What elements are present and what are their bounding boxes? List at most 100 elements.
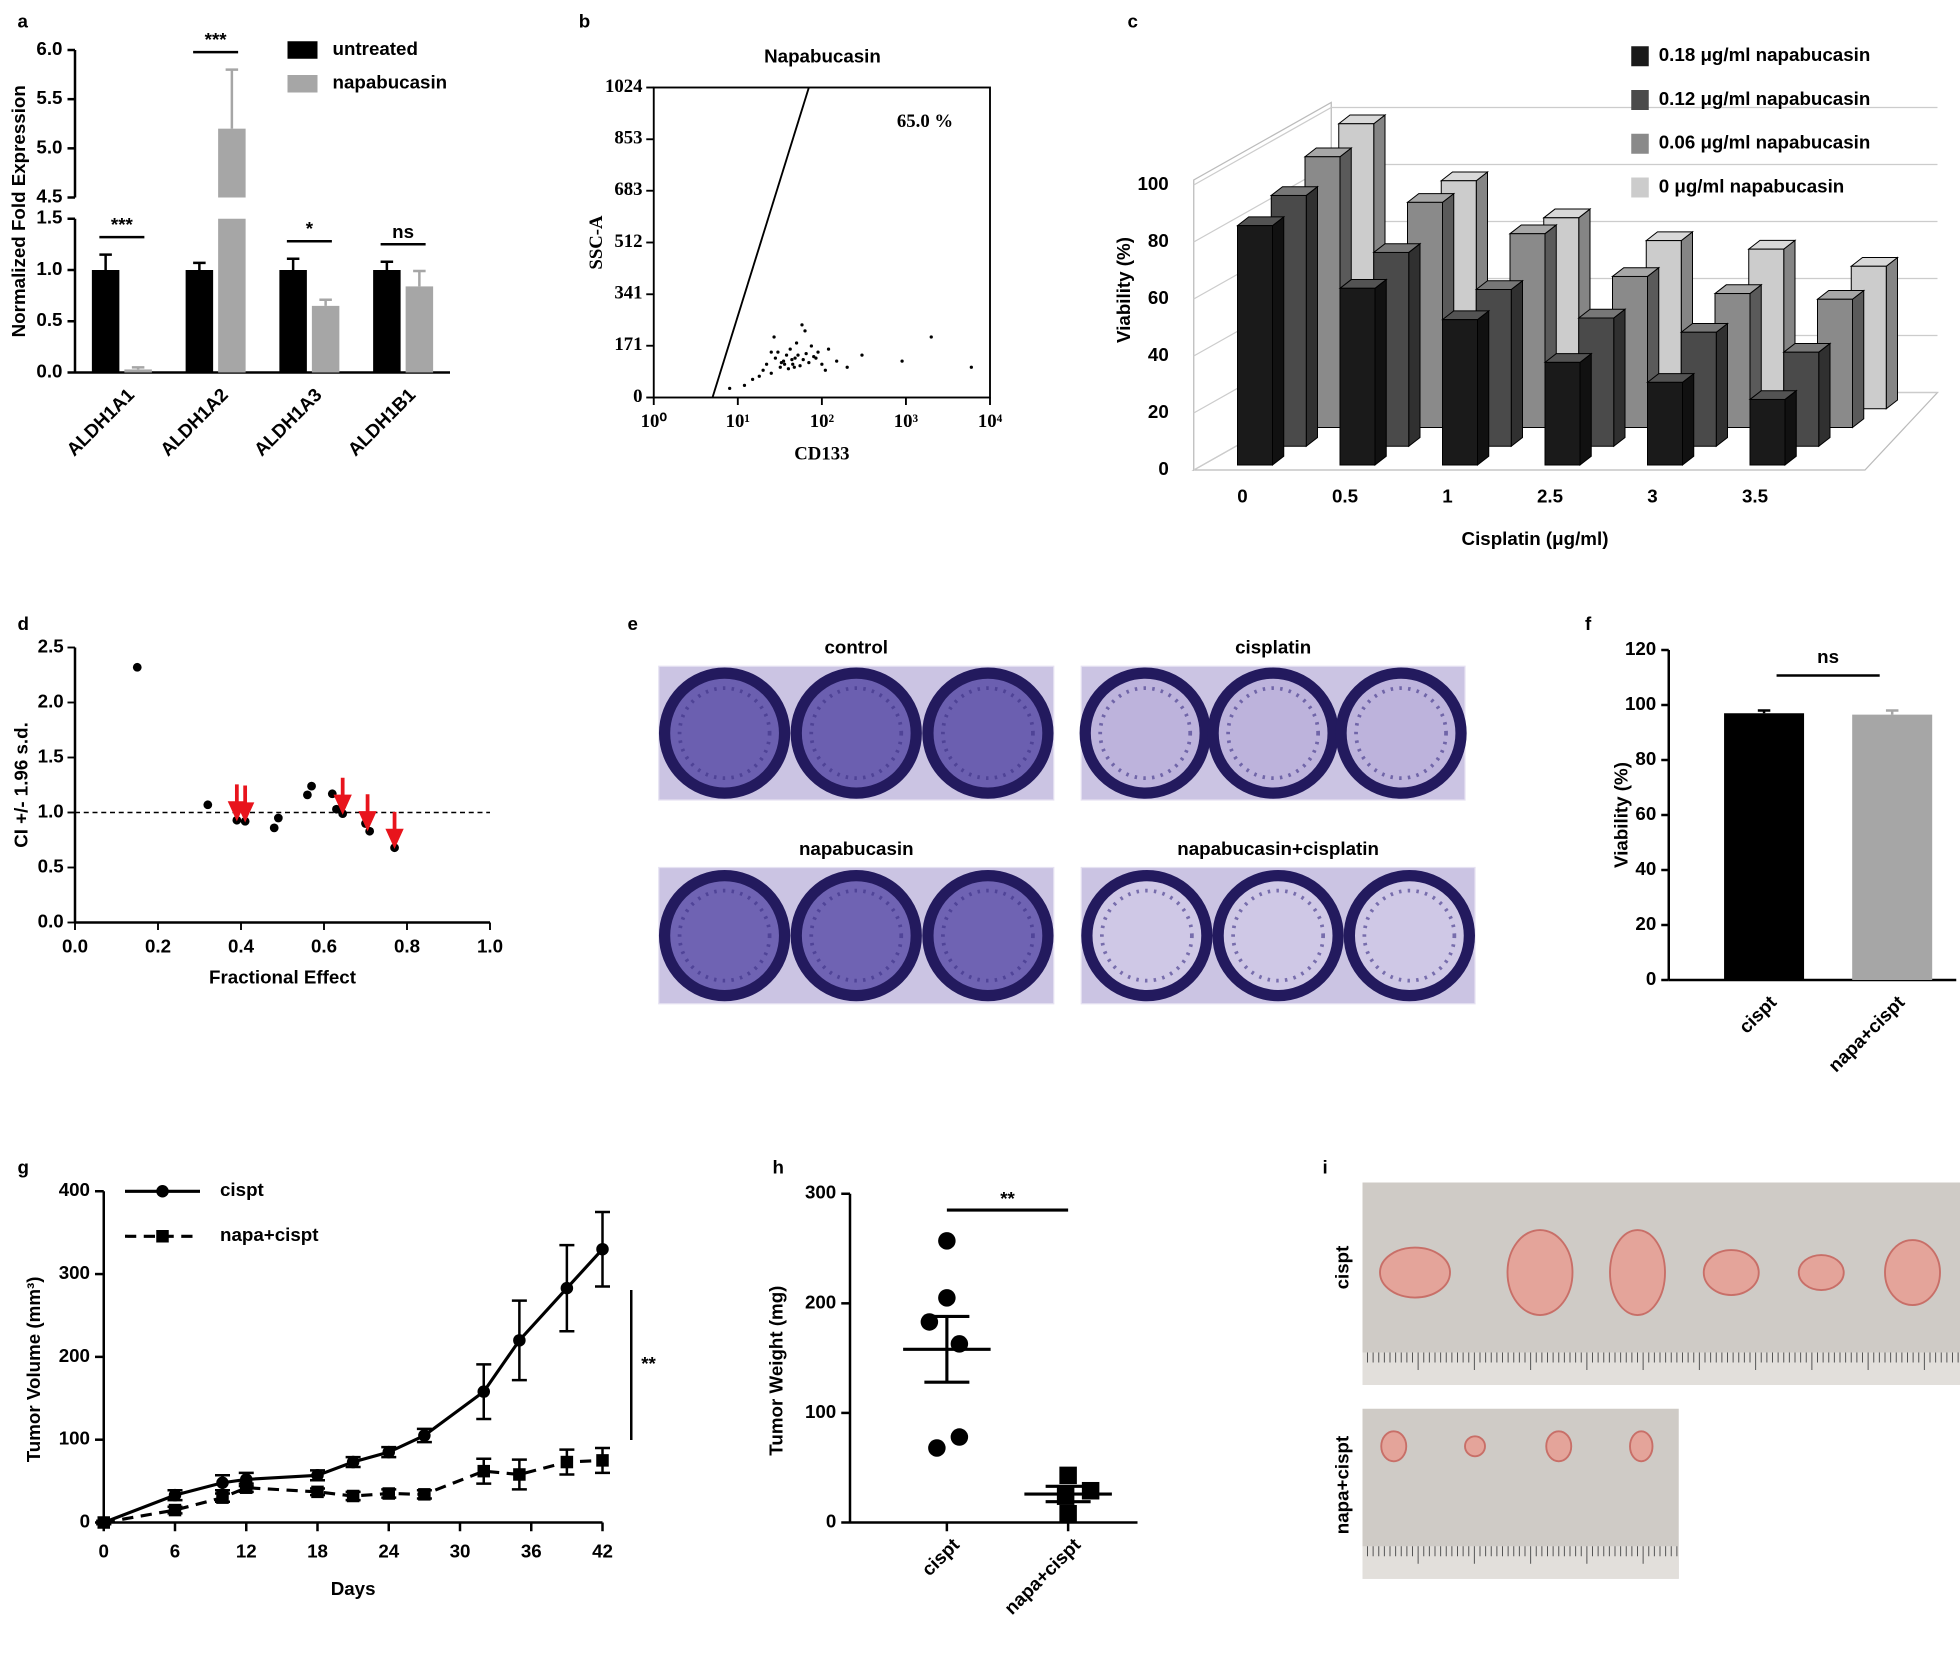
- bar: [1339, 287, 1376, 466]
- bar: [279, 270, 307, 373]
- legend-label: cispt: [220, 1179, 265, 1200]
- point: [240, 1481, 253, 1494]
- x-axis-label: Fractional Effect: [209, 967, 357, 988]
- y-tick-label: 0.5: [38, 855, 64, 876]
- legend-label: 0.12 μg/ml napabucasin: [1659, 88, 1871, 109]
- bar-side: [1885, 256, 1898, 410]
- legend-label: untreated: [333, 38, 418, 59]
- bar: [1852, 714, 1933, 980]
- y-tick-label: 0.0: [36, 360, 62, 381]
- y-tick-label: 20: [1635, 913, 1656, 934]
- panel-letter: i: [1323, 1157, 1328, 1178]
- y-axis-label: Tumor Volume (mm³): [23, 1276, 44, 1462]
- point: [792, 365, 796, 369]
- point: [772, 335, 776, 339]
- error-bar: [319, 298, 332, 306]
- well-texture: [1099, 888, 1194, 983]
- point: [303, 790, 312, 800]
- well-texture: [1362, 888, 1457, 983]
- bar: [218, 128, 246, 198]
- point: [778, 365, 782, 369]
- series-line: [103, 1248, 604, 1524]
- panel-letter: e: [628, 613, 638, 634]
- x-tick-label: 10³: [894, 411, 919, 432]
- plate-label: control: [824, 637, 888, 658]
- x-tick-label: 1.0: [477, 935, 503, 956]
- bar-side: [1271, 215, 1285, 467]
- bar-side: [1784, 389, 1797, 467]
- point: [938, 1289, 956, 1307]
- y-tick-label: 60: [1635, 803, 1656, 824]
- well: [1207, 667, 1339, 799]
- tumor: [1380, 1430, 1408, 1463]
- point: [757, 374, 761, 378]
- y-tick-label: 100: [805, 1401, 836, 1422]
- point: [801, 358, 805, 362]
- bar: [185, 270, 214, 373]
- y-tick-label: 400: [59, 1179, 90, 1200]
- point: [216, 1491, 229, 1504]
- point: [273, 813, 283, 823]
- annotation: 65.0 %: [897, 111, 953, 132]
- point: [311, 1485, 324, 1499]
- bar-side: [1374, 278, 1387, 467]
- sem-bar: [1045, 1484, 1091, 1504]
- point: [382, 1487, 395, 1500]
- x-tick-label: 12: [236, 1540, 257, 1561]
- x-tick-label: napa+cispt: [1000, 1533, 1085, 1618]
- bar: [91, 270, 120, 373]
- well: [1079, 667, 1211, 799]
- bar-side: [1681, 372, 1695, 467]
- bar-side: [1579, 352, 1592, 467]
- x-tick-label: 0.2: [145, 935, 171, 956]
- bar-side: [1613, 308, 1626, 448]
- point: [418, 1488, 431, 1501]
- point: [513, 1468, 526, 1481]
- tumor: [1797, 1254, 1845, 1291]
- error-bar: [413, 269, 426, 287]
- well-texture: [1354, 686, 1448, 780]
- point: [1059, 1466, 1077, 1485]
- point: [969, 365, 973, 369]
- grid-line: [1193, 106, 1938, 186]
- y-axis-label: Viability (%): [1113, 237, 1134, 343]
- y-tick-label: 683: [614, 179, 642, 200]
- y-axis-label: Viability (%): [1610, 762, 1631, 868]
- y-tick-label: 60: [1148, 287, 1169, 308]
- y-tick-label: 80: [1635, 748, 1656, 769]
- highlight-arrow: [358, 794, 377, 832]
- x-tick-label: ALDH1A3: [250, 384, 326, 460]
- point: [800, 323, 804, 327]
- point: [168, 1488, 182, 1502]
- bar: [1646, 381, 1683, 466]
- y-tick-label: 0: [1158, 458, 1168, 479]
- point: [816, 350, 820, 354]
- point: [596, 1242, 609, 1256]
- well-texture: [941, 686, 1035, 780]
- well-texture: [1226, 686, 1320, 780]
- well: [1343, 869, 1475, 1002]
- x-tick-label: 0.6: [311, 935, 337, 956]
- bar-side: [1476, 309, 1490, 467]
- point: [97, 1516, 111, 1529]
- point: [860, 353, 864, 357]
- point: [311, 1469, 324, 1482]
- x-axis-label: Cisplatin (μg/ml): [1462, 528, 1609, 549]
- point: [814, 356, 818, 360]
- y-tick-label: 341: [614, 283, 642, 304]
- well-texture: [941, 888, 1035, 983]
- panel-letter: f: [1585, 613, 1592, 634]
- x-tick-label: 42: [592, 1540, 613, 1561]
- x-tick-label: 0.4: [228, 935, 255, 956]
- point: [786, 367, 791, 371]
- legend-swatch: [1631, 90, 1649, 110]
- well: [922, 667, 1054, 799]
- x-axis-label: CD133: [794, 443, 849, 464]
- chart-title: Napabucasin: [764, 45, 881, 66]
- x-tick-label: ALDH1A2: [156, 384, 232, 460]
- point: [728, 386, 732, 391]
- y-tick-label: 100: [59, 1428, 90, 1449]
- y-axis-label: Tumor Weight (mg): [765, 1286, 786, 1456]
